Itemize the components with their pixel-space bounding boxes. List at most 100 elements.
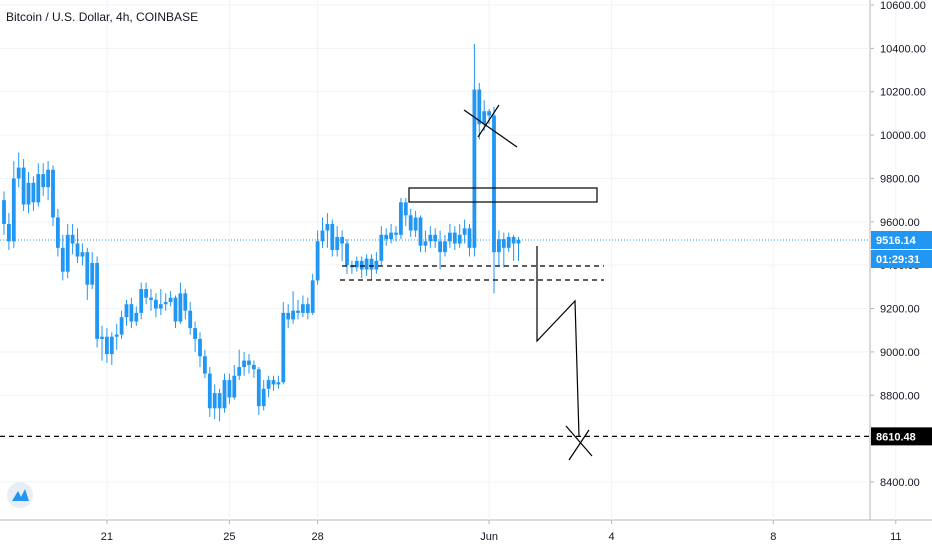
candle[interactable] <box>408 208 413 237</box>
candle[interactable] <box>330 219 335 257</box>
candle[interactable] <box>51 165 55 227</box>
candle[interactable] <box>56 208 60 257</box>
candle[interactable] <box>320 217 325 248</box>
candle[interactable] <box>134 306 139 326</box>
candle[interactable] <box>291 291 295 324</box>
candle[interactable] <box>340 230 344 261</box>
candle[interactable] <box>75 228 80 264</box>
candle[interactable] <box>105 328 109 363</box>
candle[interactable] <box>286 304 291 329</box>
candle[interactable] <box>207 367 212 417</box>
candle[interactable] <box>144 282 148 305</box>
candle[interactable] <box>394 226 398 242</box>
candle[interactable] <box>335 226 340 257</box>
cross-mark-top-2[interactable] <box>477 104 500 138</box>
candle[interactable] <box>379 226 384 266</box>
candle[interactable] <box>492 106 496 294</box>
candle[interactable] <box>399 197 403 240</box>
target-cross-2[interactable] <box>568 429 590 461</box>
candle[interactable] <box>350 260 354 274</box>
candle[interactable] <box>114 323 119 350</box>
candle[interactable] <box>354 256 359 272</box>
candle[interactable] <box>217 388 222 422</box>
candle[interactable] <box>428 226 433 248</box>
target-cross-1[interactable] <box>565 425 593 457</box>
candle[interactable] <box>506 232 511 253</box>
candle[interactable] <box>90 252 95 290</box>
cross-mark-top-1[interactable] <box>463 109 518 148</box>
candle[interactable] <box>467 223 472 257</box>
candle[interactable] <box>212 384 217 420</box>
candle[interactable] <box>452 226 457 251</box>
candle[interactable] <box>325 213 330 248</box>
candle[interactable] <box>95 256 99 348</box>
candle[interactable] <box>472 44 477 257</box>
candle[interactable] <box>487 109 491 125</box>
candle[interactable] <box>252 360 256 378</box>
candle[interactable] <box>2 191 6 235</box>
tradingview-logo-icon[interactable] <box>7 482 33 508</box>
candle[interactable] <box>462 219 467 244</box>
candle[interactable] <box>364 254 369 277</box>
candle[interactable] <box>227 373 232 404</box>
candle[interactable] <box>359 256 364 279</box>
candle[interactable] <box>183 289 188 320</box>
candle[interactable] <box>36 163 41 207</box>
candle[interactable] <box>301 295 305 318</box>
candle[interactable] <box>129 297 134 329</box>
candle[interactable] <box>198 332 202 368</box>
candle[interactable] <box>16 152 21 188</box>
candle[interactable] <box>369 254 374 281</box>
candle[interactable] <box>477 83 482 140</box>
candle[interactable] <box>374 252 379 274</box>
candle[interactable] <box>305 297 310 320</box>
candle[interactable] <box>266 375 271 398</box>
candle[interactable] <box>46 161 50 201</box>
candle[interactable] <box>511 234 516 261</box>
candle[interactable] <box>139 282 144 320</box>
candle[interactable] <box>163 293 168 311</box>
candle[interactable] <box>384 228 389 246</box>
candle[interactable] <box>501 232 506 268</box>
candle[interactable] <box>256 367 261 415</box>
candle[interactable] <box>281 302 286 385</box>
candle[interactable] <box>7 213 11 251</box>
candle[interactable] <box>345 239 349 274</box>
candle[interactable] <box>31 176 36 211</box>
candle[interactable] <box>11 161 16 248</box>
candle[interactable] <box>247 354 251 374</box>
candle[interactable] <box>188 302 193 335</box>
candle[interactable] <box>433 228 438 248</box>
candle[interactable] <box>261 380 266 411</box>
candle[interactable] <box>237 349 242 381</box>
candle[interactable] <box>21 158 26 211</box>
candle[interactable] <box>443 234 447 257</box>
time-axis[interactable]: 21 25 28 Jun 4 8 11 <box>101 520 902 543</box>
candle[interactable] <box>482 100 487 131</box>
candle[interactable] <box>124 299 129 326</box>
candle[interactable] <box>158 289 163 316</box>
candle[interactable] <box>149 289 153 311</box>
candle[interactable] <box>109 332 114 365</box>
candle[interactable] <box>178 282 183 324</box>
candle[interactable] <box>60 234 65 281</box>
candle[interactable] <box>310 273 315 316</box>
candle[interactable] <box>413 210 418 237</box>
candle[interactable] <box>168 291 173 307</box>
candle[interactable] <box>222 373 227 413</box>
projection-path[interactable] <box>536 246 580 437</box>
candle[interactable] <box>70 223 75 255</box>
candle[interactable] <box>173 295 178 329</box>
candle[interactable] <box>457 223 462 248</box>
candle[interactable] <box>276 375 281 389</box>
candle[interactable] <box>203 349 207 378</box>
candle[interactable] <box>271 375 276 391</box>
candle[interactable] <box>100 325 104 361</box>
target-level-badge[interactable] <box>871 427 932 446</box>
candle[interactable] <box>242 351 246 376</box>
resistance-box[interactable] <box>408 187 598 203</box>
candle[interactable] <box>315 230 320 285</box>
candle[interactable] <box>448 223 452 248</box>
price-axis[interactable]: 10600.00 10400.00 10200.00 10000.00 9800.00 9… <box>870 0 932 489</box>
current-price-badge[interactable] <box>871 231 932 250</box>
